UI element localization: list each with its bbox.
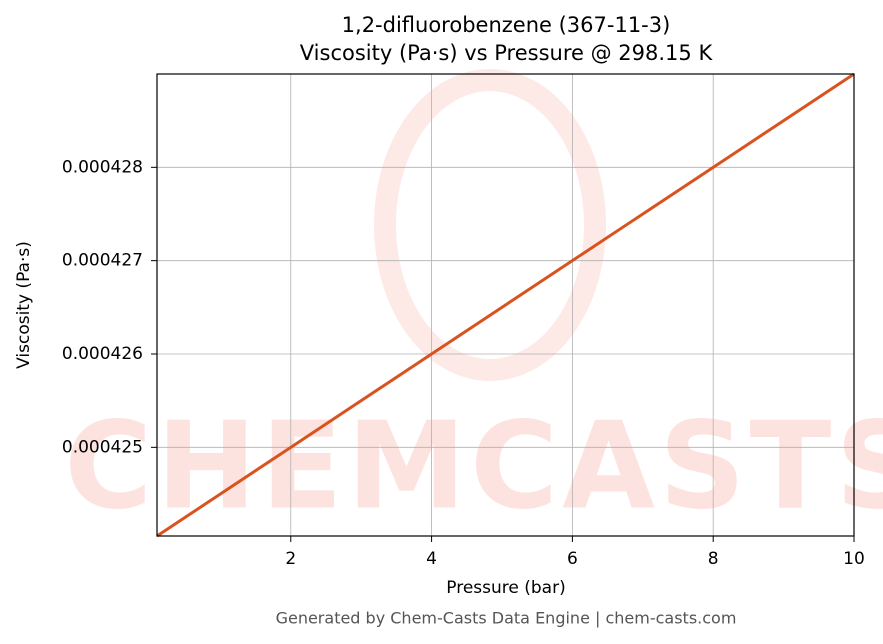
chart-title: 1,2-difluorobenzene (367-11-3) bbox=[342, 13, 671, 37]
x-tick-label: 10 bbox=[843, 549, 865, 569]
x-tick-label: 6 bbox=[567, 549, 578, 569]
data-line bbox=[156, 72, 855, 538]
x-tick-label: 8 bbox=[708, 549, 719, 569]
y-tick-label: 0.000426 bbox=[62, 344, 143, 364]
y-tick-label: 0.000428 bbox=[62, 157, 143, 177]
chart-subtitle: Viscosity (Pa·s) vs Pressure @ 298.15 K bbox=[300, 41, 714, 65]
plot-frame bbox=[156, 73, 855, 537]
footer: Generated by Chem-Casts Data Engine | ch… bbox=[276, 609, 737, 628]
x-tick-label: 2 bbox=[285, 549, 296, 569]
x-axis-label: Pressure (bar) bbox=[446, 578, 565, 598]
y-tick-label: 0.000425 bbox=[62, 437, 143, 457]
y-axis-label: Viscosity (Pa·s) bbox=[14, 241, 34, 369]
x-tick-label: 4 bbox=[426, 549, 437, 569]
y-tick-label: 0.000427 bbox=[62, 251, 143, 271]
watermark-logo bbox=[374, 69, 606, 381]
watermark: CHEMCASTS bbox=[64, 398, 883, 537]
